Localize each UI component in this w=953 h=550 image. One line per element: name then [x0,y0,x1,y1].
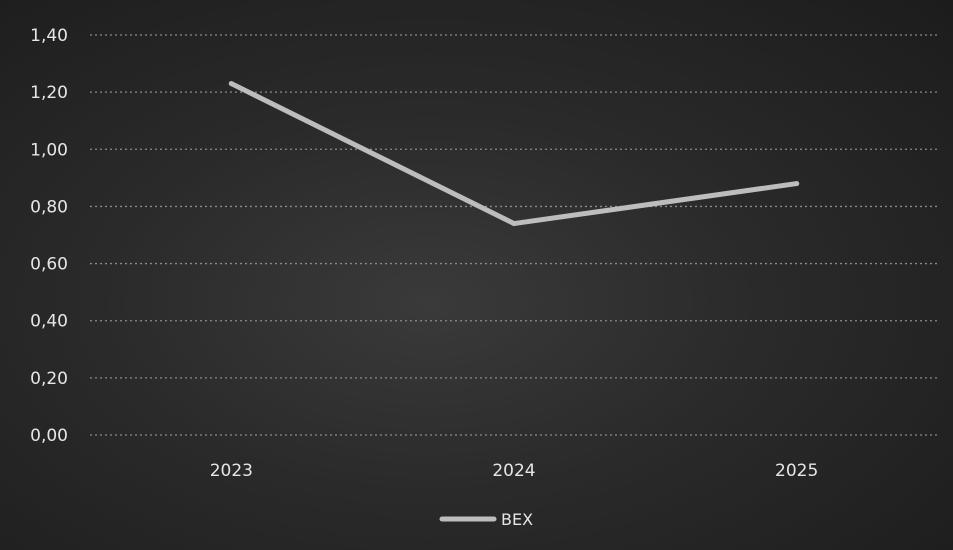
x-tick-label: 2025 [775,461,818,481]
y-tick-label: 0,80 [30,197,68,217]
data-point [511,221,517,227]
y-tick-label: 1,20 [30,83,68,103]
x-tick-label: 2024 [492,461,535,481]
y-tick-label: 0,60 [30,255,68,275]
y-tick-label: 0,20 [30,369,68,389]
series-line-bex [228,81,800,227]
data-point [794,181,800,187]
data-point [228,81,234,87]
y-tick-label: 1,00 [30,140,68,160]
y-tick-label: 1,40 [30,26,68,46]
y-tick-label: 0,00 [30,426,68,446]
y-tick-label: 0,40 [30,312,68,332]
y-axis-tick-labels: 0,00 0,20 0,40 0,60 0,80 1,00 1,20 1,40 [30,26,68,446]
series-lines [228,81,800,227]
legend: BEX [439,510,533,529]
x-axis-tick-labels: 2023 2024 2025 [210,461,819,481]
x-tick-label: 2023 [210,461,253,481]
gridlines [90,34,938,436]
legend-label: BEX [501,510,533,529]
